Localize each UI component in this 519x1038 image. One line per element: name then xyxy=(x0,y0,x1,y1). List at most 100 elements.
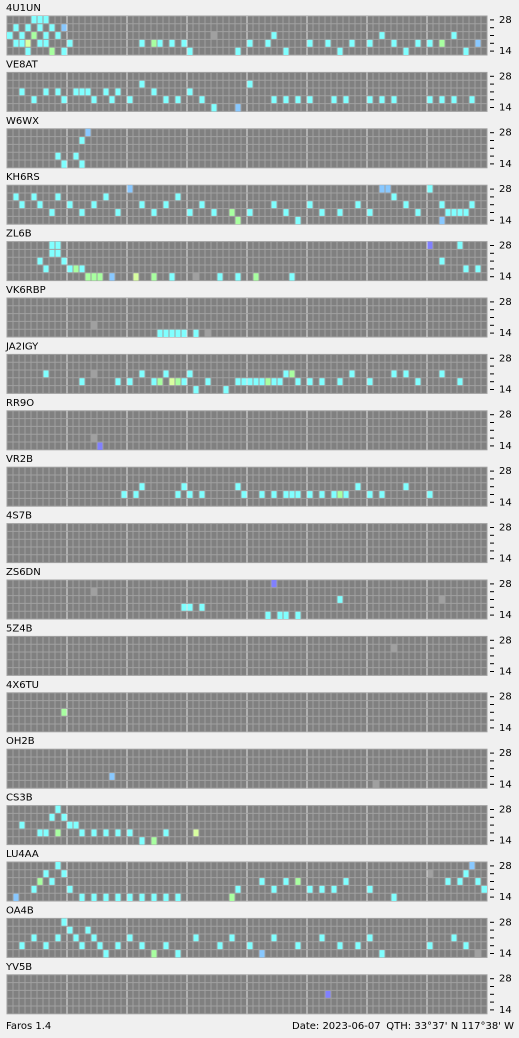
cell xyxy=(337,490,343,499)
cell xyxy=(49,208,55,217)
cell xyxy=(49,47,55,55)
band-label: 28 xyxy=(499,71,512,82)
cell xyxy=(481,885,487,894)
cell xyxy=(439,95,445,104)
cell xyxy=(307,885,313,894)
cell xyxy=(427,869,433,878)
band-label: 28 xyxy=(499,692,512,703)
cell xyxy=(139,39,145,48)
cell xyxy=(391,39,397,48)
cell xyxy=(235,482,241,491)
band-label: 14 xyxy=(499,159,512,170)
cell xyxy=(235,103,241,112)
cell xyxy=(139,893,145,901)
cell xyxy=(295,941,301,950)
cell xyxy=(391,644,397,652)
cell xyxy=(55,88,61,96)
cell xyxy=(367,490,373,499)
cell xyxy=(139,80,145,88)
cell xyxy=(25,47,31,55)
cell xyxy=(325,39,331,48)
cell xyxy=(235,47,241,55)
cell xyxy=(217,272,223,281)
cell xyxy=(379,31,385,40)
band-label: 14 xyxy=(499,272,512,283)
cell xyxy=(67,885,73,894)
cell xyxy=(193,329,199,337)
cell xyxy=(91,95,97,104)
cell xyxy=(139,941,145,950)
cell xyxy=(25,39,31,48)
cell xyxy=(277,377,283,386)
cell xyxy=(91,829,97,837)
cell xyxy=(31,95,37,104)
cell xyxy=(463,941,469,950)
cell xyxy=(271,377,277,386)
band-label: 28 xyxy=(499,579,512,590)
cell xyxy=(109,95,115,104)
cell xyxy=(55,862,61,870)
cell xyxy=(19,39,25,48)
cell xyxy=(265,611,271,619)
cell xyxy=(163,941,169,950)
cell xyxy=(61,918,67,927)
cell xyxy=(43,88,49,96)
cell xyxy=(343,877,349,886)
band-label: 28 xyxy=(499,184,512,195)
beacon-name: OH2B xyxy=(6,736,35,747)
cell xyxy=(103,893,109,901)
cell xyxy=(307,95,313,104)
cell xyxy=(37,39,43,48)
cell xyxy=(367,377,373,386)
cell xyxy=(247,80,253,88)
cell xyxy=(457,877,463,886)
cell xyxy=(391,893,397,901)
cell xyxy=(91,200,97,209)
band-label: 28 xyxy=(499,523,512,534)
beacon-name: YV5B xyxy=(5,962,32,973)
cell xyxy=(265,39,271,48)
cell xyxy=(67,926,73,934)
cell xyxy=(469,862,475,870)
cell xyxy=(283,877,289,886)
cell xyxy=(259,377,265,386)
cell xyxy=(175,329,181,337)
cell xyxy=(205,377,211,386)
cell xyxy=(67,821,73,829)
cell xyxy=(469,95,475,104)
cell xyxy=(85,128,91,137)
cell xyxy=(61,160,67,168)
cell xyxy=(181,377,187,386)
cell xyxy=(55,249,61,258)
cell xyxy=(403,482,409,491)
cell xyxy=(193,272,199,281)
cell xyxy=(49,23,55,32)
cell xyxy=(139,370,145,378)
beacon-name: OA4B xyxy=(6,905,34,916)
cell xyxy=(475,949,481,958)
band-label: 14 xyxy=(499,1005,512,1016)
cell xyxy=(91,321,97,330)
cell xyxy=(307,377,313,386)
cell xyxy=(355,482,361,491)
cell xyxy=(67,265,73,273)
cell xyxy=(31,193,37,201)
cell xyxy=(13,893,19,901)
cell xyxy=(283,208,289,217)
cell xyxy=(181,482,187,491)
band-label: 28 xyxy=(499,297,512,308)
cell xyxy=(43,265,49,273)
cell xyxy=(37,23,43,32)
app-version: Faros 1.4 xyxy=(6,1021,51,1032)
cell xyxy=(187,208,193,217)
cell xyxy=(163,893,169,901)
cell xyxy=(283,611,289,619)
cell xyxy=(271,580,277,588)
cell xyxy=(25,23,31,32)
cell xyxy=(79,136,85,145)
cell xyxy=(457,241,463,250)
cell xyxy=(79,377,85,386)
cell xyxy=(175,193,181,201)
cell xyxy=(175,377,181,386)
cell xyxy=(163,370,169,378)
